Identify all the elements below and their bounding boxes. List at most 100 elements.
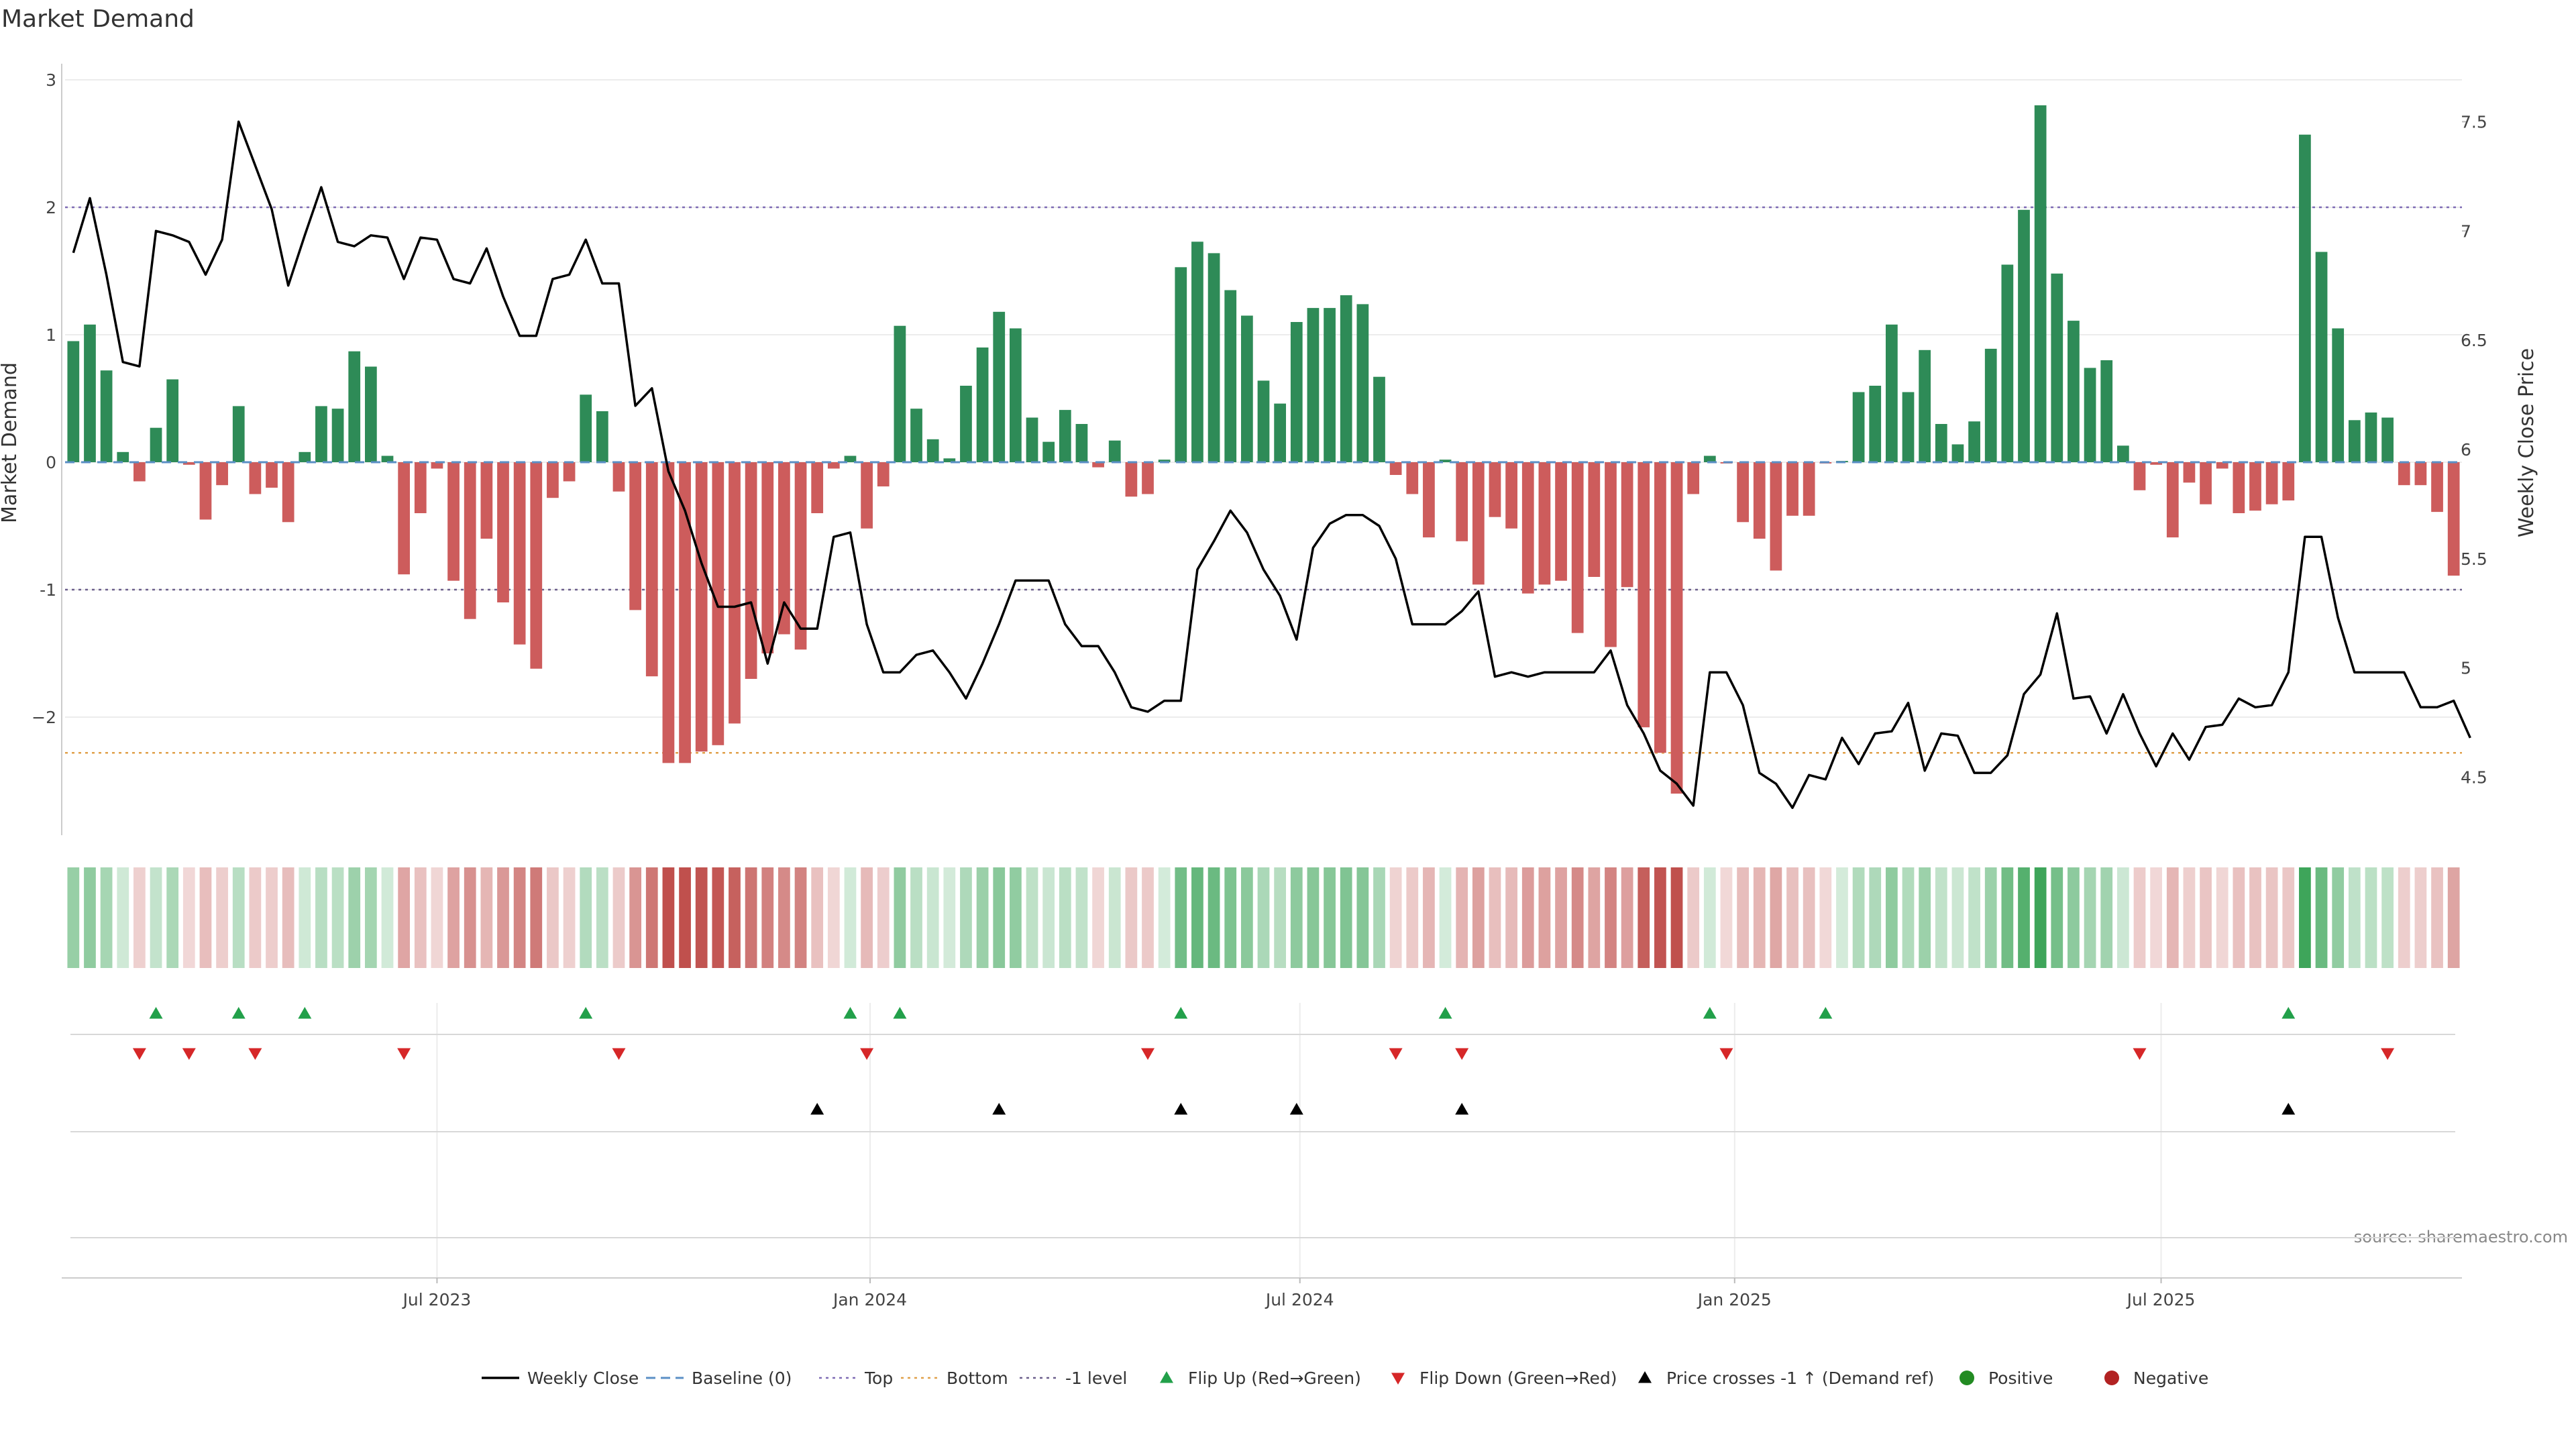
heat-cell <box>381 867 394 968</box>
heat-cell <box>1836 867 1848 968</box>
demand-bar <box>1654 462 1666 753</box>
heat-cell <box>1026 867 1038 968</box>
demand-bar <box>1605 462 1617 647</box>
legend-label: Positive <box>1988 1368 2053 1388</box>
demand-bar <box>1307 308 1320 462</box>
heat-cell <box>2299 867 2311 968</box>
flip-up-marker <box>893 1007 907 1019</box>
y2-tick-label: 7 <box>2461 221 2471 241</box>
flip-up-marker <box>1438 1007 1452 1019</box>
heat-cell <box>1886 867 1898 968</box>
grid-layer <box>65 79 2462 1281</box>
heat-cell <box>1968 867 1980 968</box>
axis-ticks: 3 2 1 0 -1 −2 7.5 7 6.5 6 5.5 5 4.5 <box>32 64 2487 835</box>
heat-cell <box>1621 867 1633 968</box>
heat-cell <box>1307 867 1320 968</box>
heat-cell <box>1456 867 1468 968</box>
demand-bar <box>960 386 972 462</box>
demand-bar <box>1869 386 1882 462</box>
heat-cell <box>1605 867 1617 968</box>
heat-cell <box>249 867 262 968</box>
flip-down-marker <box>1141 1048 1155 1060</box>
demand-heat-strip <box>67 867 2460 968</box>
demand-bar <box>1737 462 1749 523</box>
demand-bar <box>2116 445 2129 462</box>
heat-cell <box>2150 867 2163 968</box>
demand-bar <box>1935 424 1947 462</box>
heat-cell <box>1737 867 1749 968</box>
demand-bar <box>1042 441 1055 462</box>
demand-bar <box>1521 462 1534 594</box>
flip-down-marker <box>1389 1048 1403 1060</box>
demand-bar <box>1472 462 1485 585</box>
demand-bar <box>1224 290 1237 462</box>
heat-cell <box>1803 867 1815 968</box>
heat-cell <box>2447 867 2460 968</box>
demand-bar <box>629 462 641 610</box>
heat-cell <box>1951 867 1964 968</box>
heat-cell <box>299 867 311 968</box>
demand-bar <box>331 409 344 462</box>
x-tick-label: Jul 2023 <box>402 1290 472 1309</box>
price-cross-marker <box>992 1103 1006 1115</box>
heat-cell <box>745 867 757 968</box>
heat-cell <box>1324 867 1336 968</box>
demand-bar <box>315 406 327 462</box>
y-tick-label: 0 <box>46 453 56 472</box>
heat-cell <box>133 867 146 968</box>
heat-cell <box>2084 867 2096 968</box>
demand-bar <box>1786 462 1799 516</box>
heat-cell <box>2431 867 2443 968</box>
y-tick-label: 1 <box>46 325 56 345</box>
heat-cell <box>2116 867 2129 968</box>
legend-triangle-up-icon <box>1638 1371 1652 1383</box>
demand-bar <box>2365 412 2377 462</box>
flip-down-marker <box>612 1048 626 1060</box>
heat-cell <box>811 867 824 968</box>
heat-cell <box>2068 867 2080 968</box>
heat-cell <box>2233 867 2245 968</box>
heat-cell <box>216 867 228 968</box>
flip-up-marker <box>579 1007 593 1019</box>
heat-cell <box>960 867 972 968</box>
heat-cell <box>1919 867 1931 968</box>
legend-label: Weekly Close <box>527 1368 639 1388</box>
demand-bar <box>1489 462 1501 517</box>
demand-bar <box>133 462 146 482</box>
demand-bar <box>910 409 922 462</box>
demand-bar <box>2233 462 2245 513</box>
heat-cell <box>729 867 741 968</box>
demand-bar <box>827 462 840 469</box>
heat-cell <box>398 867 411 968</box>
heat-cell <box>1290 867 1303 968</box>
heat-cell <box>695 867 708 968</box>
flip-up-marker <box>1174 1007 1188 1019</box>
heat-cell <box>761 867 774 968</box>
demand-bar <box>1687 462 1700 494</box>
demand-bar <box>1125 462 1138 497</box>
demand-bar <box>2265 462 2278 504</box>
demand-bar <box>150 427 162 462</box>
heat-cell <box>1340 867 1352 968</box>
demand-bar <box>166 379 179 462</box>
heat-cell <box>2166 867 2179 968</box>
heat-cell <box>1092 867 1104 968</box>
demand-bar <box>2100 360 2113 462</box>
legend-label: Negative <box>2133 1368 2208 1388</box>
demand-bar <box>2348 420 2361 462</box>
heat-cell <box>1439 867 1452 968</box>
demand-bar <box>199 462 212 520</box>
heat-cell <box>1224 867 1237 968</box>
heat-cell <box>794 867 807 968</box>
heat-cell <box>1274 867 1287 968</box>
demand-bar <box>1373 376 1385 462</box>
heat-cell <box>1125 867 1138 968</box>
demand-bar <box>794 462 807 650</box>
price-cross-marker <box>1289 1103 1303 1115</box>
heat-cell <box>993 867 1006 968</box>
demand-bar <box>761 462 774 653</box>
heat-cell <box>1406 867 1419 968</box>
demand-bar <box>2183 462 2196 483</box>
heat-cell <box>1703 867 1716 968</box>
heat-cell <box>1753 867 1766 968</box>
